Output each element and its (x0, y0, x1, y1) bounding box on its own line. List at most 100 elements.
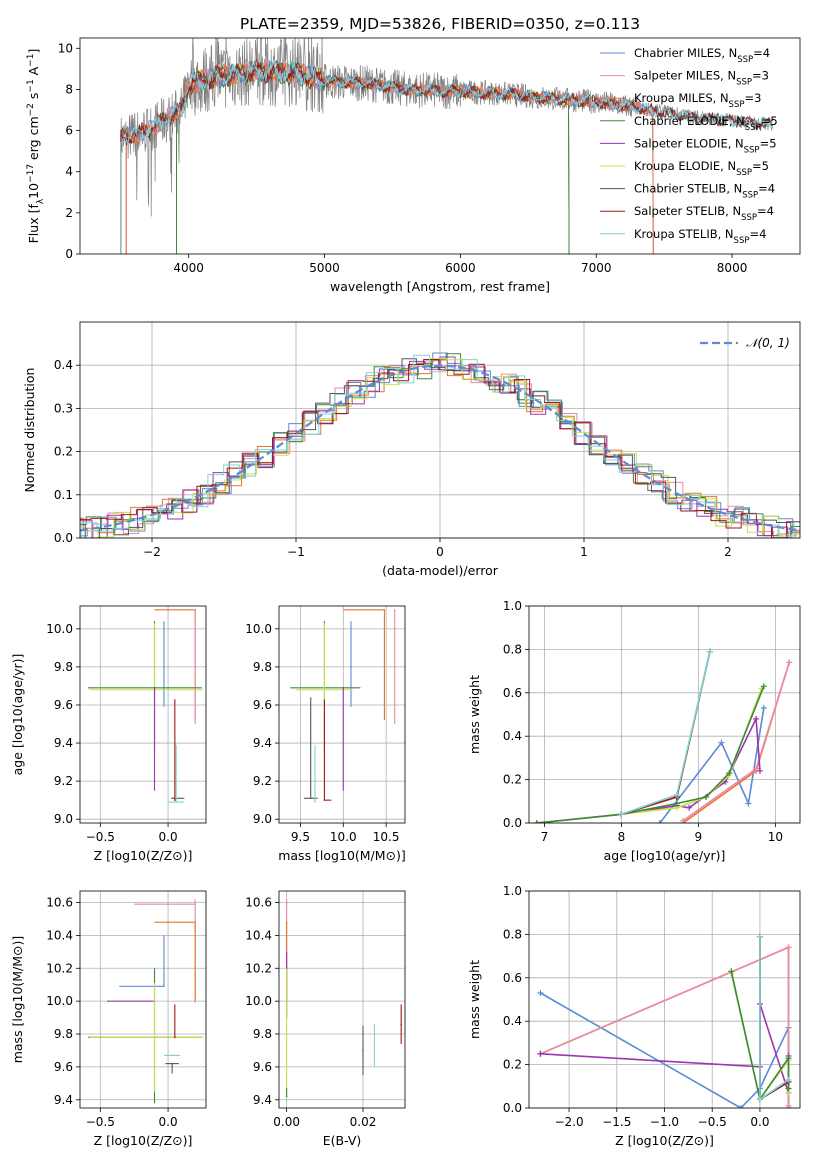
y-axis-label: Flux [fλ10−17 erg cm−2 s−1 A−1] (26, 49, 46, 244)
legend-label-sub: SSP (742, 191, 758, 201)
histogram-salpeter-miles (80, 360, 800, 538)
weight-line-salpeter-elodie (536, 715, 761, 823)
y-tick-label: 10.4 (245, 928, 272, 942)
legend-label-gaussian: 𝒩(0, 1) (746, 336, 790, 350)
histogram-kroupa-elodie (80, 358, 800, 538)
weight-marker-salpeter-elodie (756, 767, 763, 774)
legend-label-salpeter-stelib: Salpeter STELIB, NSSP=4 (634, 204, 774, 223)
y-tick-label: 9.4 (253, 1093, 272, 1107)
y-tick-label: 0.4 (503, 729, 522, 743)
weight-marker-salpeter-elodie (753, 715, 760, 722)
y-axis-label: mass weight (467, 675, 482, 754)
y-tick-label: 1.0 (503, 884, 522, 898)
plot-area (120, 38, 774, 254)
y-tick-label: 10.0 (46, 994, 73, 1008)
axes-frame (79, 890, 207, 1109)
y-tick-label: 6 (65, 124, 73, 138)
plot-area (533, 648, 793, 823)
legend-label-suffix: =4 (758, 182, 775, 196)
figure-title: PLATE=2359, MJD=53826, FIBERID=0350, z=0… (240, 15, 640, 33)
legend-label-kroupa-elodie: Kroupa ELODIE, NSSP=5 (634, 159, 769, 178)
plot-area (88, 899, 204, 1104)
model-kroupa-stelib-line (120, 58, 774, 254)
x-tick-label: 5000 (309, 261, 340, 275)
point-salpeter-elodie (342, 687, 345, 689)
plot-area (537, 933, 792, 1108)
x-tick-label: 10.0 (330, 830, 357, 844)
x-tick-label: −1 (287, 545, 305, 559)
y-axis-label: age [log10(age/yr)] (10, 654, 25, 776)
weight-marker-chabrier-miles (737, 1105, 744, 1108)
y-tick-label: 9.8 (54, 660, 73, 674)
legend-label-chabrier-elodie: Chabrier ELODIE, NSSP=5 (634, 114, 778, 133)
axes-frame (79, 605, 207, 824)
axes-frame (528, 605, 801, 824)
weight-line-chabrier-miles (659, 707, 765, 823)
weight-line-salpeter-stelib (621, 651, 711, 816)
point-kroupa-elodie (153, 1036, 156, 1039)
legend-label-sub: SSP (734, 236, 750, 246)
point-chabrier-miles (163, 985, 165, 988)
x-tick-label: 10.5 (373, 830, 400, 844)
x-tick-label: 7000 (581, 261, 612, 275)
x-tick-label: −2 (143, 545, 161, 559)
y-tick-label: 2 (65, 206, 73, 220)
y-tick-label: 9.6 (54, 1060, 73, 1074)
x-axis-label: Z [log10(Z/Z⊙)] (615, 1133, 714, 1148)
point-salpeter-miles (194, 903, 196, 905)
x-axis-label: age [log10(age/yr)] (604, 848, 726, 863)
y-tick-label: 1.0 (503, 599, 522, 613)
legend-label-text: Chabrier STELIB, N (634, 182, 742, 196)
x-tick-label: 0.00 (273, 1115, 300, 1129)
y-tick-label: 0.0 (54, 531, 73, 545)
x-axis-label: Z [log10(Z/Z⊙)] (94, 1133, 193, 1148)
legend-label-suffix: =5 (752, 159, 769, 173)
y-tick-label: 0.6 (503, 686, 522, 700)
point-kroupa-stelib (171, 1054, 173, 1057)
y-axis-label-part: ] (26, 49, 41, 54)
point-salpeter-stelib (174, 799, 176, 801)
y-tick-label: 9.8 (54, 1027, 73, 1041)
x-axis-label: mass [log10(M/M⊙)] (278, 848, 406, 863)
point-salpeter-stelib (400, 1023, 402, 1025)
y-tick-label: 4 (65, 165, 73, 179)
mass-vs-metallicity-panel: −0.5 0.0 9.4 9.6 9.8 10.0 10.2 10.4 10.6 Z [log10… (10, 890, 207, 1148)
x-tick-label: 8000 (717, 261, 748, 275)
y-tick-label: 0.1 (54, 488, 73, 502)
x-axis-label: Z [log10(Z/Z⊙)] (94, 848, 193, 863)
point-salpeter-stelib (323, 799, 326, 801)
legend-label-kroupa-stelib: Kroupa STELIB, NSSP=4 (634, 227, 766, 246)
legend-label-suffix: =5 (761, 114, 778, 128)
residuals-panel: −2 −1 0 1 2 0.0 0.1 0.2 0.3 0.4 (data-model)/error… (22, 321, 801, 578)
weight-line-chabrier-elodie (536, 686, 765, 823)
plot-area (290, 609, 396, 803)
y-tick-label: 9.6 (253, 698, 272, 712)
point-kroupa-miles (194, 921, 196, 924)
weight-vs-metallicity-panel: −2.0 −1.5 −1.0 −0.5 0.0 0.0 0.2 0.4 0.6 0.8 1.0 Z [… (467, 884, 801, 1148)
point-salpeter-miles (194, 609, 196, 611)
weight-marker-chabrier-elodie (703, 793, 710, 800)
y-tick-label: 9.0 (54, 812, 73, 826)
y-tick-label: 9.8 (253, 660, 272, 674)
y-tick-label: 0.0 (503, 1101, 522, 1115)
weight-marker-chabrier-elodie (785, 1055, 792, 1062)
weight-marker-chabrier-elodie (726, 770, 733, 777)
legend-label-sub: SSP (737, 55, 753, 65)
weight-marker-chabrier-miles (537, 989, 544, 996)
plot-area (80, 352, 800, 538)
y-axis-label-part: 10 (26, 183, 41, 199)
age-vs-metallicity-panel: −0.5 0.0 9.0 9.2 9.4 9.6 9.8 10.0 Z [log10(Z/Z⊙)… (10, 605, 207, 863)
y-tick-label: 9.4 (54, 1093, 73, 1107)
legend-label-sub: SSP (745, 123, 761, 133)
axes-frame (79, 321, 801, 539)
x-tick-label: −1.0 (650, 1115, 679, 1129)
x-tick-label: 0.0 (159, 830, 178, 844)
x-tick-label: 7 (541, 830, 549, 844)
weight-marker-chabrier-elodie (785, 1085, 792, 1092)
weight-marker-chabrier-miles (718, 739, 725, 746)
y-tick-label: 10.4 (46, 928, 73, 942)
point-salpeter-miles (393, 609, 396, 611)
x-tick-label: −0.5 (698, 1115, 727, 1129)
y-axis-label-part: −1 (26, 54, 36, 67)
